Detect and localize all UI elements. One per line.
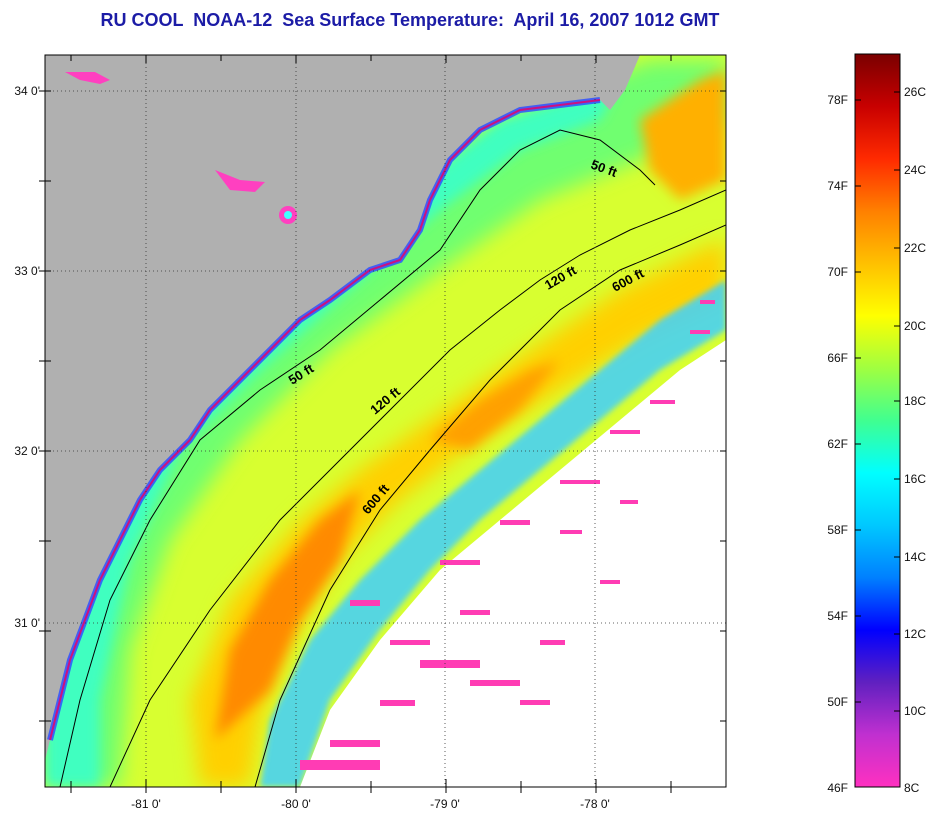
colorbar-c-label: 12C: [904, 627, 926, 641]
lon-tick-label: -81 0': [131, 797, 161, 811]
map-frame: [44, 54, 727, 788]
lat-tick-label: 31 0': [14, 616, 40, 630]
warm-core-south: [215, 490, 360, 740]
warm-core-north: [640, 70, 726, 200]
colorbar-c-label: 22C: [904, 241, 926, 255]
cloud-edge-band: [260, 280, 726, 787]
lon-tick-label: -79 0': [430, 797, 460, 811]
colorbar-f-label: 54F: [827, 609, 848, 623]
land-cape: [600, 55, 640, 110]
colorbar-c-label: 26C: [904, 85, 926, 99]
colorbar-f-label: 78F: [827, 93, 848, 107]
isobath-contours: [59, 129, 726, 787]
colorbar-f-label: 70F: [827, 265, 848, 279]
isobath-50ft: [59, 129, 656, 787]
colorbar-f-label: 74F: [827, 179, 848, 193]
colorbar-c-label: 10C: [904, 704, 926, 718]
axis-ticks: [39, 55, 726, 793]
colorbar-c-label: 24C: [904, 163, 926, 177]
colorbar-c-label: 8C: [904, 781, 920, 795]
latitude-axis: 34 0' 33 0' 32 0' 31 0': [14, 84, 40, 630]
colorbar-fahrenheit-labels: 78F 74F 70F 66F 62F 58F 54F 50F 46F: [827, 93, 848, 795]
colorbar-c-label: 16C: [904, 472, 926, 486]
map-gridlines: [45, 55, 726, 787]
lat-tick-label: 34 0': [14, 84, 40, 98]
lat-tick-label: 33 0': [14, 264, 40, 278]
colorbar-c-label: 14C: [904, 550, 926, 564]
colorbar-f-label: 46F: [827, 781, 848, 795]
isobath-120ft: [109, 189, 726, 787]
colorbar-f-label: 62F: [827, 437, 848, 451]
cloud-artifact-speckles: [300, 300, 715, 770]
warm-core-mid: [430, 360, 560, 450]
inland-lake-north: [65, 72, 110, 84]
colorbar-ticks: [855, 91, 900, 712]
isobath-600ft: [254, 224, 726, 787]
colorbar-celsius-labels: 26C 24C 22C 20C 18C 16C 14C 12C 10C 8C: [904, 85, 926, 795]
map-image-layer: [45, 55, 726, 787]
lon-tick-label: -78 0': [580, 797, 610, 811]
colorbar-f-label: 50F: [827, 695, 848, 709]
inland-lake-marion: [215, 170, 265, 192]
colorbar-c-label: 18C: [904, 394, 926, 408]
map-title: RU COOL NOAA-12 Sea Surface Temperature:…: [100, 10, 720, 30]
lat-tick-label: 32 0': [14, 444, 40, 458]
colorbar-f-label: 66F: [827, 351, 848, 365]
land-mass: [45, 55, 600, 760]
longitude-axis: -81 0' -80 0' -79 0' -78 0': [131, 797, 610, 811]
colorbar-f-label: 58F: [827, 523, 848, 537]
coastline: [49, 99, 601, 741]
cloud-no-data-region: [300, 340, 726, 787]
colorbar-c-label: 20C: [904, 319, 926, 333]
warm-offshore-band: [190, 240, 726, 787]
lon-tick-label: -80 0': [281, 797, 311, 811]
colorbar-scale: [854, 53, 901, 788]
